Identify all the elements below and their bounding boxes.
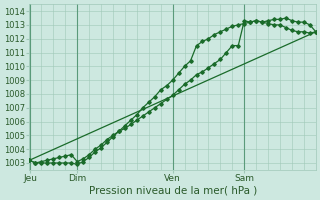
X-axis label: Pression niveau de la mer( hPa ): Pression niveau de la mer( hPa ) (89, 186, 257, 196)
